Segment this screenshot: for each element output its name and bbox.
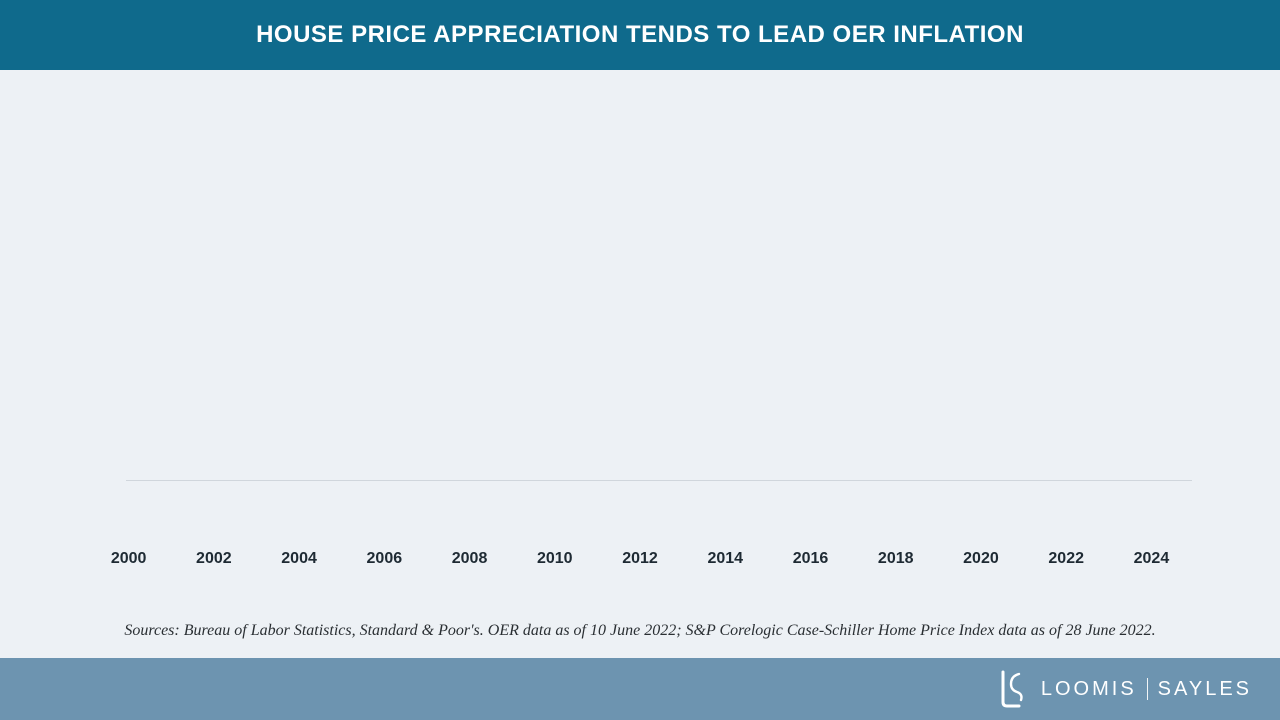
brand-logo-text: LOOMIS SAYLES	[1041, 678, 1252, 701]
brand-logo: LOOMIS SAYLES	[997, 668, 1252, 710]
slide-root: HOUSE PRICE APPRECIATION TENDS TO LEAD O…	[0, 0, 1280, 720]
x-axis-label: 2014	[683, 550, 768, 580]
x-axis-label: 2004	[256, 550, 341, 580]
x-axis-label: 2018	[853, 550, 938, 580]
title-bar: HOUSE PRICE APPRECIATION TENDS TO LEAD O…	[0, 0, 1280, 70]
x-axis-label: 2006	[342, 550, 427, 580]
x-axis-label: 2012	[597, 550, 682, 580]
x-axis-label: 2016	[768, 550, 853, 580]
chart-area: 2000200220042006200820102012201420162018…	[80, 80, 1200, 580]
x-axis-labels: 2000200220042006200820102012201420162018…	[80, 550, 1200, 580]
brand-name-right: SAYLES	[1158, 678, 1252, 701]
x-axis-label: 2002	[171, 550, 256, 580]
sources-caption: Sources: Bureau of Labor Statistics, Sta…	[40, 622, 1240, 640]
x-axis-label: 2010	[512, 550, 597, 580]
x-axis-label: 2020	[938, 550, 1023, 580]
x-axis-label: 2022	[1024, 550, 1109, 580]
footer-bar: LOOMIS SAYLES	[0, 658, 1280, 720]
brand-name-left: LOOMIS	[1041, 678, 1137, 701]
brand-logo-mark-icon	[997, 668, 1027, 710]
slide-title: HOUSE PRICE APPRECIATION TENDS TO LEAD O…	[256, 21, 1024, 49]
x-axis-label: 2000	[86, 550, 171, 580]
x-axis-line	[126, 480, 1192, 481]
brand-divider-icon	[1147, 678, 1148, 700]
x-axis-label: 2024	[1109, 550, 1194, 580]
x-axis-label: 2008	[427, 550, 512, 580]
